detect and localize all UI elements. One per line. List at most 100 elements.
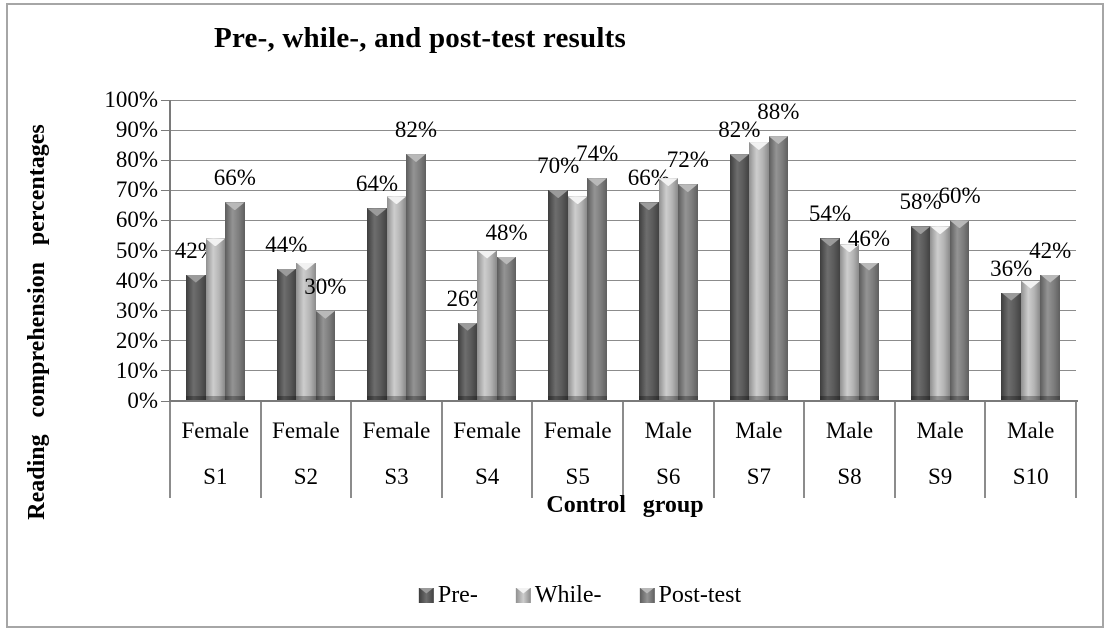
bar-value-label: 44% [265,231,308,257]
category-label: S7 [746,464,772,489]
category-label: S4 [474,464,500,489]
gridline [170,280,1076,282]
y-axis-tick [161,129,170,131]
y-axis-tick [161,280,170,282]
bar-while-s7[interactable] [749,142,769,401]
bar-pre-s8[interactable] [820,238,840,401]
category-label: S3 [384,464,409,489]
bar-pre-s1[interactable] [186,274,206,402]
category-group-label: Female [362,418,431,443]
category-label: S9 [927,464,953,489]
category-group-label: Male [916,418,964,443]
y-axis-tick [161,219,170,221]
category-label: S6 [656,464,681,489]
y-tick-label: 80% [115,147,158,173]
bar-value-label: 60% [938,183,981,209]
y-tick-label: 50% [115,237,158,263]
y-tick-label: 100% [104,87,158,112]
bar-pre-s2[interactable] [276,268,297,402]
y-tick-label: 0% [127,388,158,413]
bar-posttest-s5[interactable] [587,178,607,401]
category-divider [803,402,806,498]
category-group-label: Male [644,418,692,443]
y-axis-tick [161,159,170,161]
legend-label: Post-test [658,581,742,608]
category-label: S8 [837,464,862,489]
bar-while-s9[interactable] [930,226,950,401]
bar-value-label: 66% [213,165,256,191]
y-axis-line [169,100,171,401]
bar-pre-s6[interactable] [639,202,659,401]
x-axis-line [169,400,1078,402]
y-axis-tick [161,99,170,101]
gridline [170,189,1076,191]
y-axis-tick [161,250,170,251]
category-label: S10 [1012,464,1049,489]
bar-posttest-s6[interactable] [678,184,698,401]
bar-value-label: 42% [1029,237,1072,263]
bar-value-label: 70% [537,153,580,179]
bar-value-label: 58% [899,189,942,215]
bar-value-label: 82% [718,117,761,143]
category-group-label: Male [825,418,874,443]
bar-posttest-s3[interactable] [406,154,426,401]
bar-posttest-s7[interactable] [768,136,789,401]
gridline [170,250,1076,251]
gridline [170,129,1076,131]
bar-while-s5[interactable] [567,196,588,401]
legend-label: Pre- [437,581,478,608]
bar-while-s8[interactable] [839,244,860,401]
legend-item-posttest: Post-test [639,582,741,609]
y-tick-label: 90% [115,117,158,143]
bar-pre-s5[interactable] [548,190,568,401]
bar-pre-s4[interactable] [457,322,478,402]
bar-pre-s10[interactable] [1001,292,1021,402]
bar-posttest-s4[interactable] [496,256,517,402]
y-tick-label: 30% [115,297,158,323]
category-divider [350,402,353,498]
bar-while-s1[interactable] [205,238,226,401]
legend-swatch-icon [639,587,655,603]
category-divider [531,402,534,498]
category-divider [893,402,896,498]
bar-while-s10[interactable] [1020,280,1041,402]
bar-value-label: 74% [576,141,619,167]
gridline [170,159,1076,161]
category-divider [440,402,443,498]
legend-swatch-icon [418,587,434,603]
bar-posttest-s8[interactable] [859,262,879,402]
bar-value-label: 64% [355,171,399,197]
bar-value-label: 48% [485,219,528,245]
bar-value-label: 82% [394,117,438,143]
category-group-label: Female [453,418,521,443]
bar-value-label: 30% [304,273,347,299]
bar-pre-s9[interactable] [910,226,931,401]
category-divider [1075,402,1077,498]
bar-posttest-s10[interactable] [1040,274,1060,402]
y-tick-label: 70% [115,177,158,203]
category-group-label: Female [272,418,340,443]
bar-while-s6[interactable] [658,178,679,401]
bar-while-s3[interactable] [386,196,407,401]
bar-value-label: 54% [808,201,852,227]
chart-border-frame [6,3,1104,628]
chart-title: Pre-, while-, and post-test results [214,22,626,54]
gridline [170,310,1076,312]
gridline [170,340,1076,342]
y-tick-label: 20% [115,327,158,353]
category-divider [622,402,624,498]
bar-pre-s3[interactable] [367,208,387,401]
bar-posttest-s1[interactable] [225,202,245,401]
gridline [170,219,1076,221]
bar-pre-s7[interactable] [729,154,750,401]
y-tick-label: 60% [115,207,158,233]
bar-posttest-s9[interactable] [949,220,970,401]
legend: Pre- While- Post-test [418,578,741,612]
legend-item-pre: Pre- [418,581,478,609]
category-group-label: Male [735,418,783,443]
bar-value-label: 88% [757,99,800,125]
bar-while-s2[interactable] [296,262,316,402]
bar-posttest-s2[interactable] [315,310,336,402]
bar-while-s4[interactable] [477,250,497,401]
